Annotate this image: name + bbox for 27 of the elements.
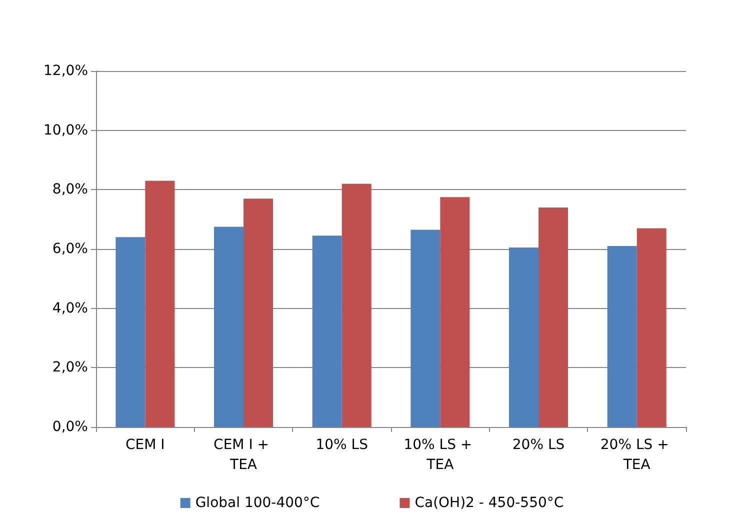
x-tick-label: CEM I + TEA bbox=[214, 437, 274, 473]
y-tick-label: 10,0% bbox=[44, 122, 88, 138]
bar bbox=[440, 197, 470, 427]
x-tick-label: 10% LS bbox=[316, 437, 368, 453]
x-tick-label: CEM I bbox=[126, 437, 165, 453]
x-tick-label: 20% LS + TEA bbox=[600, 437, 674, 473]
y-tick-label: 8,0% bbox=[52, 182, 88, 198]
y-tick-label: 0,0% bbox=[52, 419, 88, 435]
legend-label: Ca(OH)2 - 450-550°C bbox=[414, 495, 564, 511]
bar bbox=[410, 230, 440, 427]
y-tick-label: 6,0% bbox=[52, 241, 88, 257]
bar bbox=[214, 226, 244, 427]
bar bbox=[312, 236, 342, 427]
bar bbox=[607, 246, 637, 427]
bar bbox=[244, 198, 273, 427]
bar bbox=[116, 237, 146, 427]
y-tick-label: 2,0% bbox=[52, 360, 88, 376]
x-tick-label: 20% LS bbox=[512, 437, 565, 453]
y-tick-label: 4,0% bbox=[52, 300, 88, 316]
x-tick-label: 10% LS + TEA bbox=[404, 437, 477, 473]
y-tick-label: 12,0% bbox=[44, 63, 88, 79]
bar bbox=[342, 184, 372, 427]
bar bbox=[145, 180, 175, 427]
bar bbox=[636, 228, 666, 427]
bar bbox=[509, 248, 538, 427]
bar bbox=[538, 207, 568, 427]
legend-label: Global 100-400°C bbox=[195, 495, 320, 511]
